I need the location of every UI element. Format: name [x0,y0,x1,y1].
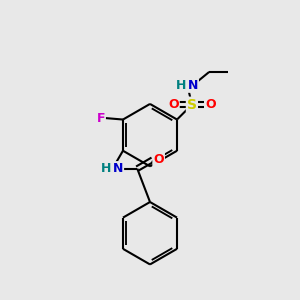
Text: N: N [188,79,198,92]
Text: S: S [187,98,197,112]
Text: H: H [176,79,186,92]
Text: H: H [101,162,111,175]
Text: O: O [153,153,164,166]
Text: O: O [205,98,216,111]
Text: N: N [113,162,123,175]
Text: F: F [96,112,105,124]
Text: O: O [168,98,179,111]
